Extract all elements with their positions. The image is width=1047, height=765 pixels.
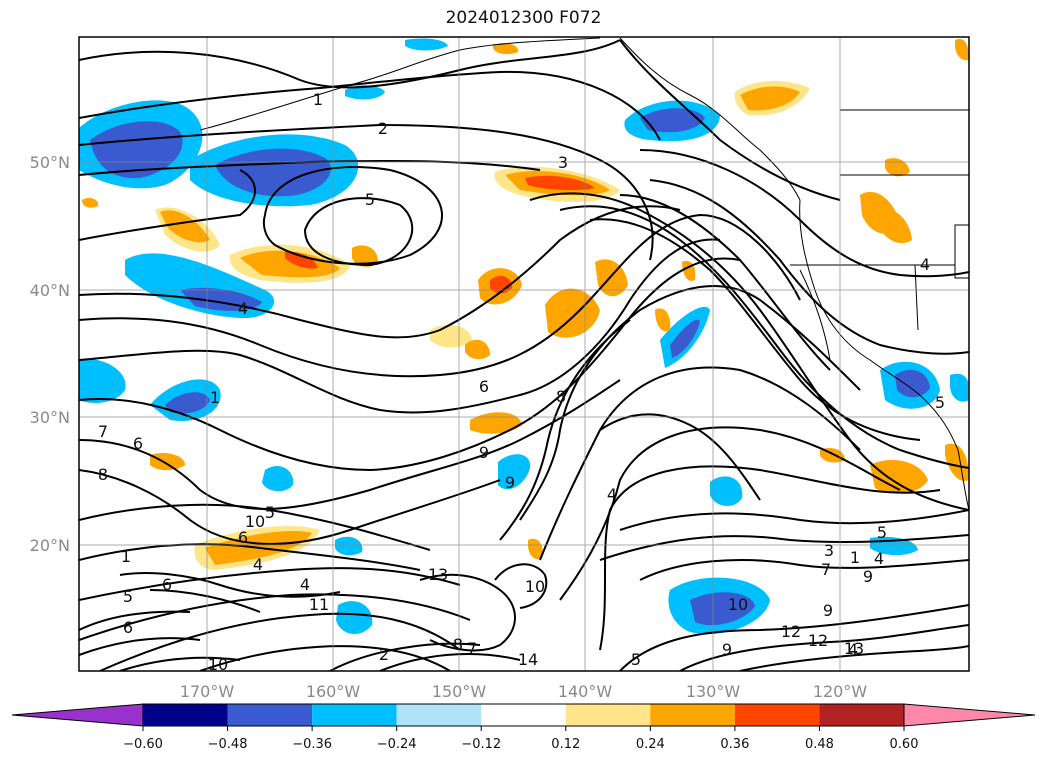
contour-label: 1: [121, 547, 131, 566]
colorbar-tick-label: 0.12: [551, 737, 580, 752]
plot-frame: [78, 36, 970, 672]
colorbar-tick-label: −0.24: [377, 737, 417, 752]
colorbar-tick-label: 0.24: [636, 737, 665, 752]
contour-label: 1: [313, 90, 323, 109]
contour-label: 4: [607, 485, 617, 504]
contour-label: 5: [123, 587, 133, 606]
colorbar-extend-min: [11, 703, 144, 727]
contour-label: 9: [505, 473, 515, 492]
contour-label: 7: [821, 560, 831, 579]
contour-label: 10: [245, 512, 265, 531]
contour-label: 13: [428, 565, 448, 584]
contour-label: 4: [238, 299, 248, 318]
contour-label: 6: [162, 575, 172, 594]
colorbar-tick-label: −0.60: [123, 737, 163, 752]
colorbar-tick-label: −0.36: [292, 737, 332, 752]
contour-label: 3: [824, 541, 834, 560]
lat-tick-label: 50°N: [30, 153, 70, 172]
contour-label: 1: [210, 388, 220, 407]
colorbar-tick-label: 0.48: [805, 737, 834, 752]
lon-tick-label: 120°W: [813, 682, 868, 701]
colorbar-segment: [481, 704, 566, 726]
lon-tick-label: 140°W: [558, 682, 613, 701]
contour-label: 10: [525, 577, 545, 596]
contour-label: 9: [722, 640, 732, 659]
colorbar: −0.60 −0.48 −0.36 −0.24 −0.12 0.12 0.24 0.36 0.4…: [11, 703, 1036, 752]
contour-label: 5: [877, 523, 887, 542]
colorbar-segment: [650, 704, 735, 726]
contour-label: 6: [123, 618, 133, 637]
contour-label: 2: [378, 119, 388, 138]
contour-label: 7: [98, 422, 108, 441]
colorbar-tick-label: −0.12: [461, 737, 501, 752]
contour-label: 6: [238, 528, 248, 547]
contour-label: 5: [935, 393, 945, 412]
contour-label: 3: [558, 153, 568, 172]
contour-label: 12: [781, 622, 801, 641]
contour-label: 1: [850, 548, 860, 567]
colorbar-segment: [396, 704, 482, 726]
contour-label: 4: [300, 575, 310, 594]
contour-label: 4: [253, 555, 263, 574]
contour-label: 5: [365, 190, 375, 209]
lon-axis: 170°W 160°W 150°W 140°W 130°W 120°W: [180, 682, 868, 701]
lon-tick-label: 160°W: [306, 682, 361, 701]
contour-label: 8: [453, 635, 463, 654]
lon-tick-label: 150°W: [432, 682, 487, 701]
contour-label: 6: [133, 434, 143, 453]
contour-label: 4: [874, 549, 884, 568]
contour-lines: [79, 39, 969, 671]
contour-label: 8: [556, 387, 566, 406]
contour-label: 9: [479, 443, 489, 462]
contour-label: 9: [823, 601, 833, 620]
map-title: 2024012300 F072: [445, 8, 602, 28]
contour-label: 8: [98, 465, 108, 484]
colorbar-tick-label: 0.60: [890, 737, 919, 752]
lat-tick-label: 20°N: [30, 536, 70, 555]
contour-label: 5: [265, 503, 275, 522]
lat-tick-label: 30°N: [30, 408, 70, 427]
contour-label: 10: [728, 595, 748, 614]
colorbar-segment: [143, 704, 228, 726]
contour-label: 2: [379, 645, 389, 664]
contour-label: 12: [808, 631, 828, 650]
plot-area: [79, 37, 969, 671]
colorbar-extend-max: [903, 703, 1036, 727]
contour-label: 10: [208, 655, 228, 674]
contour-label: 11: [309, 595, 329, 614]
lat-tick-label: 40°N: [30, 281, 70, 300]
contour-label: 5: [631, 650, 641, 669]
contour-label: 7: [467, 639, 477, 658]
colorbar-segment: [565, 704, 651, 726]
contour-label: 4: [848, 640, 858, 659]
coastlines: [199, 37, 969, 511]
lon-tick-label: 170°W: [180, 682, 235, 701]
lon-tick-label: 130°W: [686, 682, 741, 701]
contour-label: 14: [518, 650, 538, 669]
graticule: [79, 37, 969, 671]
contour-label: 9: [863, 567, 873, 586]
lat-axis: 50°N 40°N 30°N 20°N: [30, 153, 70, 555]
colorbar-segment: [312, 704, 397, 726]
colorbar-frame: [142, 703, 905, 727]
contour-label: 6: [479, 377, 489, 396]
contour-label: 13: [844, 639, 864, 658]
colorbar-segment: [819, 704, 904, 726]
colorbar-segment: [734, 704, 820, 726]
contour-label: 4: [920, 255, 930, 274]
colorbar-segment: [227, 704, 313, 726]
colorbar-tick-label: −0.48: [208, 737, 248, 752]
colorbar-tick-label: 0.36: [720, 737, 749, 752]
